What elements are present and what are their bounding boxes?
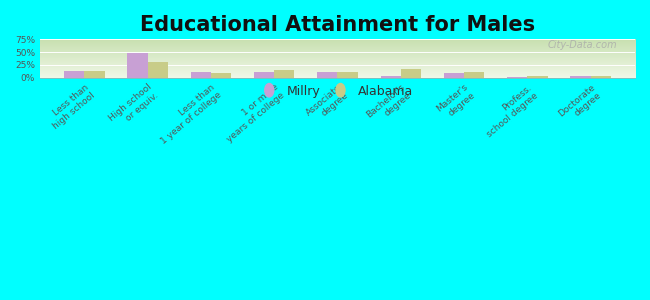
Bar	[464, 72, 484, 78]
Bar	[84, 70, 105, 78]
Bar	[127, 53, 148, 78]
Bar	[148, 62, 168, 78]
Bar	[317, 72, 337, 78]
Bar	[254, 72, 274, 78]
Bar	[527, 76, 548, 78]
Bar	[274, 70, 294, 78]
Bar	[211, 73, 231, 78]
Bar	[507, 77, 527, 78]
Bar	[571, 76, 591, 78]
Legend: Millry, Alabama: Millry, Alabama	[257, 80, 418, 103]
Bar	[337, 72, 358, 78]
Title: Educational Attainment for Males: Educational Attainment for Males	[140, 15, 535, 35]
Bar	[64, 71, 84, 78]
Bar	[190, 72, 211, 78]
Bar	[401, 69, 421, 78]
Bar	[444, 73, 464, 78]
Bar	[380, 76, 401, 78]
Bar	[591, 76, 611, 78]
Text: City-Data.com: City-Data.com	[547, 40, 617, 50]
